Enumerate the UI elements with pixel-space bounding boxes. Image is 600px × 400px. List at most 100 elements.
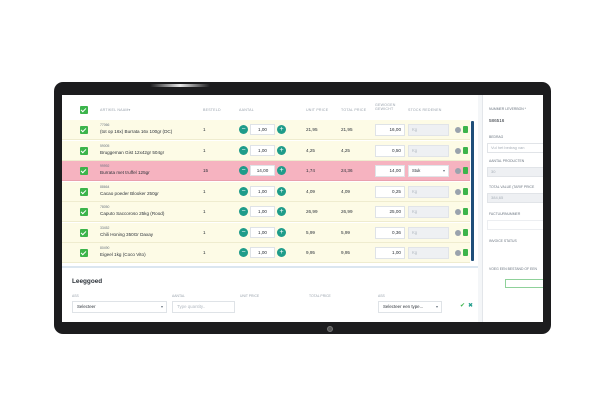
- row-checkbox[interactable]: [80, 167, 88, 175]
- article-name: Chili Honing 350Gr Daxay: [100, 231, 154, 237]
- document-icon[interactable]: [463, 228, 468, 236]
- minus-icon[interactable]: −: [239, 248, 248, 257]
- stock-reason-select[interactable]: Stuk ▾: [408, 165, 449, 177]
- total-price: 26,99: [341, 209, 353, 214]
- article-name: Bruggeman Gist 12x42gr 504gr: [100, 149, 165, 155]
- upload-dropzone[interactable]: [505, 279, 543, 288]
- bedrag-label: BEDRAG: [489, 135, 504, 139]
- weighed-weight-input[interactable]: 25,00: [375, 206, 405, 218]
- table-row[interactable]: 88664 Cacao poeder Blooker 250gr 1 −1,00 +4,…: [62, 181, 470, 202]
- table-row[interactable]: 99992 Burrata met truffel 125gr 15−14,00 +1…: [62, 161, 470, 181]
- document-icon[interactable]: [463, 187, 468, 195]
- stock-reason-select[interactable]: Kg: [408, 144, 449, 157]
- leeggoed-ass-select-label: Selecteer: [77, 304, 96, 309]
- minus-icon[interactable]: −: [239, 125, 248, 134]
- chevron-down-icon: ▾: [160, 304, 163, 309]
- confirm-check-icon[interactable]: ✔: [460, 303, 466, 309]
- plus-icon[interactable]: +: [277, 186, 286, 196]
- plus-icon[interactable]: +: [277, 145, 286, 155]
- document-icon[interactable]: [463, 167, 468, 174]
- select-all-checkbox[interactable]: [80, 106, 88, 114]
- weighed-weight-input[interactable]: 1,00: [375, 247, 405, 259]
- row-checkbox[interactable]: [80, 228, 88, 237]
- info-icon[interactable]: [455, 229, 461, 236]
- document-icon[interactable]: [463, 208, 468, 215]
- document-icon[interactable]: [463, 146, 468, 154]
- row-checkbox[interactable]: [80, 146, 88, 155]
- col-total-price: TOTAL PRICE: [341, 108, 367, 112]
- info-icon[interactable]: [455, 250, 461, 256]
- leeggoed-quantity-input[interactable]: Type quantity..: [172, 301, 235, 313]
- quantity-input[interactable]: 14,00: [250, 165, 275, 176]
- table-scrollbar[interactable]: [471, 121, 474, 261]
- leeggoed-type-select[interactable]: Selecteer een type... ▾: [378, 301, 442, 313]
- stock-reason-value: Kg: [412, 188, 418, 194]
- info-icon[interactable]: [455, 188, 461, 195]
- table-row[interactable]: 33452 Chili Honing 350Gr Daxay 1 −1,00 +5,99…: [62, 222, 470, 243]
- unit-price: 1,74: [306, 168, 315, 173]
- factuurnummer-input[interactable]: [487, 220, 543, 230]
- unit-price: 26,99: [306, 209, 318, 214]
- bedrag-input[interactable]: Vul het bedrag van: [487, 143, 543, 153]
- stock-reason-select[interactable]: Kg: [408, 226, 449, 239]
- row-checkbox[interactable]: [80, 249, 88, 257]
- quantity-input[interactable]: 1,00: [250, 247, 275, 258]
- table-row[interactable]: 77066 (tot op 16x) Burrata 16x 100gr (DC)…: [62, 120, 470, 140]
- minus-icon[interactable]: −: [239, 166, 248, 175]
- leeggoed-col-ass: ASS: [72, 294, 79, 298]
- article-name: (tot op 16x) Burrata 16x 100gr (DC): [100, 129, 173, 134]
- minus-icon[interactable]: −: [239, 186, 248, 196]
- row-checkbox[interactable]: [80, 187, 88, 196]
- stock-reason-value: Kg: [412, 127, 418, 132]
- plus-icon[interactable]: +: [277, 125, 286, 134]
- webcam: [327, 326, 333, 332]
- total-price: 24,36: [341, 168, 353, 173]
- info-icon[interactable]: [455, 209, 461, 215]
- table-row[interactable]: 78050 Caputo Saccoroso 25kg (Rood) 1 −1,00 +…: [62, 202, 470, 222]
- ordered-count: 1: [203, 127, 206, 132]
- weighed-weight-input[interactable]: 16,00: [375, 124, 405, 136]
- document-icon[interactable]: [463, 126, 468, 133]
- document-icon[interactable]: [463, 249, 468, 256]
- quantity-input[interactable]: 1,00: [250, 206, 275, 217]
- col-gewogen: GEWOGEN GEWICHT: [375, 103, 396, 111]
- nummer-leverbon-value[interactable]: 586516: [489, 118, 505, 123]
- minus-icon[interactable]: −: [239, 145, 248, 155]
- cancel-x-icon[interactable]: ✖: [468, 303, 474, 309]
- table-row[interactable]: 59005 Bruggeman Gist 12x42gr 504gr 1 −1,00 +…: [62, 140, 470, 161]
- stock-reason-select[interactable]: Kg: [408, 206, 449, 218]
- stock-reason-select[interactable]: Kg: [408, 124, 449, 136]
- quantity-input[interactable]: 1,00: [250, 226, 275, 238]
- table-row[interactable]: 80490 Eigeel 1kg (Coco Vito) 1−1,00 +9,95 9,…: [62, 243, 470, 263]
- article-code: 59005: [100, 143, 110, 148]
- plus-icon[interactable]: +: [277, 166, 286, 175]
- minus-icon[interactable]: −: [239, 227, 248, 237]
- weighed-weight-input[interactable]: 0,50: [375, 144, 405, 157]
- stock-reason-select[interactable]: Kg: [408, 185, 449, 198]
- weighed-weight-input[interactable]: 0,25: [375, 185, 405, 198]
- info-icon[interactable]: [455, 168, 461, 174]
- quantity-input[interactable]: 1,00: [250, 144, 275, 156]
- section-divider: [62, 266, 478, 268]
- leeggoed-col-aantal: AANTAL: [172, 294, 185, 298]
- row-checkbox[interactable]: [80, 126, 88, 134]
- aantal-producten-field: 30: [487, 167, 543, 177]
- row-checkbox[interactable]: [80, 208, 88, 216]
- info-icon[interactable]: [455, 127, 461, 133]
- weighed-weight-input[interactable]: 0,36: [375, 226, 405, 239]
- leeggoed-type-select-label: Selecteer een type...: [383, 304, 424, 309]
- table-header: ARTIKEL NAAM▾ BESTELD AANTAL UNIT PRICE …: [62, 102, 478, 120]
- stock-reason-value: Kg: [412, 250, 418, 255]
- info-icon[interactable]: [455, 147, 461, 154]
- minus-icon[interactable]: −: [239, 207, 248, 216]
- plus-icon[interactable]: +: [277, 207, 286, 216]
- leeggoed-ass-select[interactable]: Selecteer ▾: [72, 301, 167, 313]
- quantity-input[interactable]: 1,00: [250, 124, 275, 135]
- plus-icon[interactable]: +: [277, 227, 286, 237]
- plus-icon[interactable]: +: [277, 248, 286, 257]
- ordered-count: 1: [203, 188, 206, 194]
- col-artikel[interactable]: ARTIKEL NAAM▾: [100, 108, 131, 112]
- stock-reason-select[interactable]: Kg: [408, 247, 449, 259]
- weighed-weight-input[interactable]: 14,00: [375, 165, 405, 177]
- quantity-input[interactable]: 1,00: [250, 185, 275, 197]
